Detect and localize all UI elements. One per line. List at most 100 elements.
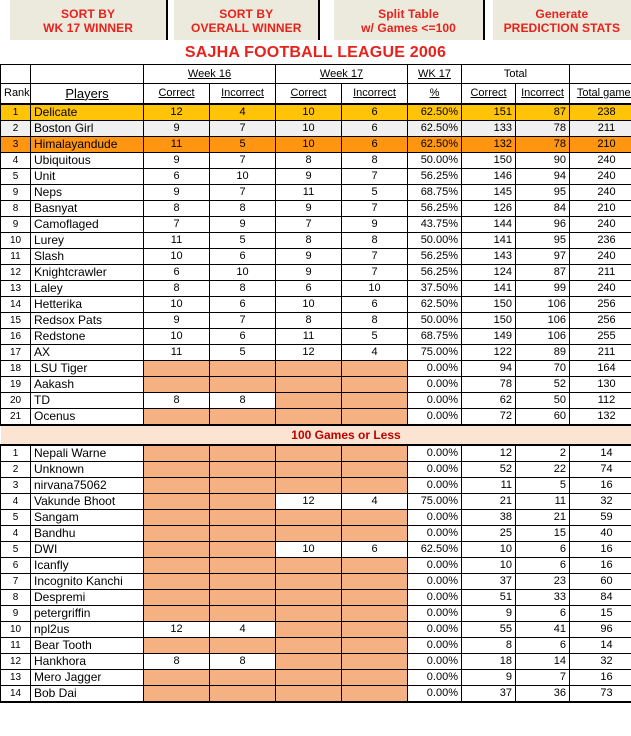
sort-by-wk17-winner-button[interactable]: SORT BY WK 17 WINNER: [10, 0, 169, 40]
cell-week17-incorrect: 7: [341, 263, 408, 281]
cell-week17-correct: [275, 460, 342, 478]
cell-total-correct: 55: [461, 620, 516, 638]
cell-week17-incorrect: [341, 476, 408, 494]
cell-rank: 18: [0, 359, 31, 377]
cell-week16-correct: 9: [143, 183, 210, 201]
cell-week16-incorrect: 8: [209, 279, 276, 297]
cell-total-correct: 150: [461, 151, 516, 169]
cell-total-incorrect: 6: [515, 604, 570, 622]
cell-player: Despremi: [30, 588, 144, 606]
cell-week16-correct: 10: [143, 295, 210, 313]
cell-rank: 3: [0, 476, 31, 494]
cell-rank: 19: [0, 375, 31, 393]
cell-week17-incorrect: [341, 359, 408, 377]
cell-player: Basnyat: [30, 199, 144, 217]
header-week16[interactable]: Week 16: [143, 64, 276, 84]
cell-wk17-percent: 0.00%: [407, 444, 462, 462]
sort-by-overall-winner-button[interactable]: SORT BY OVERALL WINNER: [174, 0, 321, 40]
cell-rank: 13: [0, 279, 31, 297]
cell-wk17-percent: 62.50%: [407, 135, 462, 153]
generate-prediction-stats-button[interactable]: Generate PREDICTION STATS: [492, 0, 631, 40]
cell-week17-incorrect: [341, 460, 408, 478]
cell-week16-correct: 6: [143, 167, 210, 185]
header-total-incorrect[interactable]: Incorrect: [515, 83, 570, 104]
header-total-correct[interactable]: Correct: [461, 83, 516, 104]
cell-total-games: 240: [569, 167, 631, 185]
cell-player: Redsox Pats: [30, 311, 144, 329]
cell-total-games: 32: [569, 492, 631, 510]
button-line-1: SORT BY: [219, 7, 274, 21]
cell-total-incorrect: 78: [515, 119, 570, 137]
cell-week17-correct: [275, 444, 342, 462]
header-total-games[interactable]: Total games: [569, 83, 631, 104]
cell-rank: 2: [0, 460, 31, 478]
split-table-button[interactable]: Split Table w/ Games <=100: [334, 0, 485, 40]
header-w16-correct[interactable]: Correct: [143, 83, 210, 104]
header-w16-incorrect[interactable]: Incorrect: [209, 83, 276, 104]
cell-week17-correct: [275, 508, 342, 526]
cell-total-correct: 144: [461, 215, 516, 233]
header-week17[interactable]: Week 17: [275, 64, 408, 84]
header-players[interactable]: Players: [30, 83, 144, 104]
cell-wk17-percent: 37.50%: [407, 279, 462, 297]
cell-total-incorrect: 78: [515, 135, 570, 153]
header-w17-correct[interactable]: Correct: [275, 83, 342, 104]
header-wk17[interactable]: WK 17: [407, 64, 462, 84]
cell-total-incorrect: 87: [515, 263, 570, 281]
cell-week17-correct: 12: [275, 343, 342, 361]
header-total[interactable]: Total: [461, 64, 570, 84]
cell-wk17-percent: 62.50%: [407, 295, 462, 313]
cell-player: Sangam: [30, 508, 144, 526]
button-line-2: OVERALL WINNER: [191, 21, 302, 35]
header-wk17-percent[interactable]: %: [407, 83, 462, 104]
cell-total-games: 256: [569, 295, 631, 313]
cell-week16-correct: 9: [143, 151, 210, 169]
cell-week16-incorrect: [209, 524, 276, 542]
header-rank[interactable]: Rank: [0, 83, 31, 104]
cell-player: petergriffin: [30, 604, 144, 622]
header-w17-incorrect[interactable]: Incorrect: [341, 83, 408, 104]
cell-total-games: 16: [569, 540, 631, 558]
cell-week17-incorrect: [341, 620, 408, 638]
cell-rank: 11: [0, 247, 31, 265]
cell-rank: 10: [0, 620, 31, 638]
cell-total-correct: 10: [461, 540, 516, 558]
cell-wk17-percent: 0.00%: [407, 668, 462, 686]
